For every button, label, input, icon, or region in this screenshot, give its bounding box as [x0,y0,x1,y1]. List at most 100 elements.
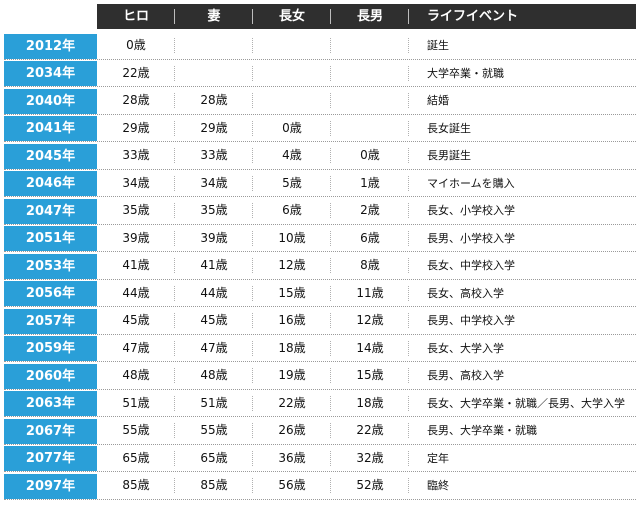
table-row: 2057年 45歳 45歳 16歳 12歳 長男、中学校入学 [4,307,636,335]
year-cell: 2047年 [4,198,97,224]
life-event-cell: 長男、大学卒業・就職 [427,424,537,437]
wife-age-cell: 47歳 [175,335,253,362]
table-row: 2060年 48歳 48歳 19歳 15歳 長男、高校入学 [4,362,636,390]
daughter-age-cell [253,87,331,114]
daughter-age-cell: 18歳 [253,335,331,362]
son-age-cell: 12歳 [331,307,409,334]
hiro-age-cell: 41歳 [97,252,175,279]
year-cell: 2046年 [4,171,97,196]
son-age-cell [331,115,409,142]
hiro-age-cell: 33歳 [97,142,175,169]
life-event-cell: 長女、中学校入学 [427,259,515,272]
table-row: 2012年 0歳 誕生 [4,32,636,60]
son-age-cell: 0歳 [331,142,409,169]
hiro-age-cell: 45歳 [97,307,175,334]
header-life-event: ライフイベント [427,9,519,24]
daughter-age-cell: 16歳 [253,307,331,334]
son-age-cell: 14歳 [331,335,409,362]
table-row: 2051年 39歳 39歳 10歳 6歳 長男、小学校入学 [4,225,636,252]
wife-age-cell: 51歳 [175,390,253,417]
table-row: 2045年 33歳 33歳 4歳 0歳 長男誕生 [4,142,636,170]
table-row: 2056年 44歳 44歳 15歳 11歳 長女、高校入学 [4,280,636,307]
life-event-cell: 定年 [427,451,449,465]
life-event-cell: 長男、高校入学 [427,369,504,382]
hiro-age-cell: 22歳 [97,60,175,87]
year-cell: 2041年 [4,116,97,141]
year-cell: 2060年 [4,363,97,389]
year-cell: 2045年 [4,143,97,169]
table-row: 2040年 28歳 28歳 結婚 [4,87,636,115]
wife-age-cell: 55歳 [175,417,253,444]
year-cell: 2059年 [4,336,97,361]
hiro-age-cell: 85歳 [97,472,175,499]
year-cell: 2063年 [4,391,97,416]
hiro-age-cell: 55歳 [97,417,175,444]
table-row: 2053年 41歳 41歳 12歳 8歳 長女、中学校入学 [4,252,636,280]
table-body: 2012年 0歳 誕生 2034年 22歳 大学卒業・就職 2040年 28歳 28歳 結婚 204… [4,32,636,500]
son-age-cell: 22歳 [331,417,409,444]
life-event-cell: 長男、小学校入学 [427,231,515,245]
table-row: 2059年 47歳 47歳 18歳 14歳 長女、大学入学 [4,335,636,362]
year-cell: 2051年 [4,226,97,251]
year-cell: 2034年 [4,61,97,86]
header-eldest-daughter: 長女 [253,4,331,29]
daughter-age-cell: 19歳 [253,362,331,389]
daughter-age-cell: 5歳 [253,170,331,197]
table-row: 2046年 34歳 34歳 5歳 1歳 マイホームを購入 [4,170,636,197]
life-event-cell: 長女、高校入学 [427,286,504,300]
wife-age-cell [175,60,253,87]
year-cell: 2040年 [4,88,97,114]
life-event-cell: 誕生 [427,39,449,52]
life-event-cell: 長女、大学卒業・就職／長男、大学入学 [427,396,625,410]
wife-age-cell: 34歳 [175,170,253,197]
life-event-cell: 大学卒業・就職 [427,66,504,80]
daughter-age-cell [253,60,331,87]
son-age-cell [331,60,409,87]
year-cell: 2067年 [4,418,97,444]
table-header: ヒロ 妻 長女 長男 ライフイベント [97,4,636,29]
life-event-cell: 長男誕生 [427,149,471,162]
daughter-age-cell: 22歳 [253,390,331,417]
daughter-age-cell: 0歳 [253,115,331,142]
table-row: 2067年 55歳 55歳 26歳 22歳 長男、大学卒業・就職 [4,417,636,445]
life-event-cell: マイホームを購入 [427,176,515,190]
wife-age-cell: 28歳 [175,87,253,114]
hiro-age-cell: 51歳 [97,390,175,417]
life-event-cell: 結婚 [427,94,449,107]
son-age-cell: 11歳 [331,280,409,307]
son-age-cell: 1歳 [331,170,409,197]
son-age-cell: 18歳 [331,390,409,417]
son-age-cell: 6歳 [331,225,409,252]
wife-age-cell: 35歳 [175,197,253,224]
life-event-cell: 長男、中学校入学 [427,314,515,327]
wife-age-cell: 85歳 [175,472,253,499]
hiro-age-cell: 65歳 [97,445,175,472]
son-age-cell: 2歳 [331,197,409,224]
hiro-age-cell: 34歳 [97,170,175,197]
wife-age-cell [175,32,253,59]
wife-age-cell: 33歳 [175,142,253,169]
table-row: 2063年 51歳 51歳 22歳 18歳 長女、大学卒業・就職／長男、大学入学 [4,390,636,417]
table-row: 2041年 29歳 29歳 0歳 長女誕生 [4,115,636,142]
year-cell: 2053年 [4,253,97,279]
year-cell: 2057年 [4,308,97,334]
son-age-cell: 52歳 [331,472,409,499]
daughter-age-cell: 4歳 [253,142,331,169]
table-row: 2034年 22歳 大学卒業・就職 [4,60,636,87]
wife-age-cell: 45歳 [175,307,253,334]
year-cell: 2097年 [4,473,97,499]
wife-age-cell: 41歳 [175,252,253,279]
header-wife: 妻 [175,4,253,29]
year-cell: 2077年 [4,446,97,471]
life-event-cell: 長女、小学校入学 [427,204,515,217]
hiro-age-cell: 48歳 [97,362,175,389]
life-event-cell: 長女誕生 [427,121,471,135]
table-row: 2047年 35歳 35歳 6歳 2歳 長女、小学校入学 [4,197,636,225]
son-age-cell [331,32,409,59]
hiro-age-cell: 44歳 [97,280,175,307]
table-row: 2077年 65歳 65歳 36歳 32歳 定年 [4,445,636,472]
hiro-age-cell: 29歳 [97,115,175,142]
header-hiro: ヒロ [97,4,175,29]
daughter-age-cell: 6歳 [253,197,331,224]
